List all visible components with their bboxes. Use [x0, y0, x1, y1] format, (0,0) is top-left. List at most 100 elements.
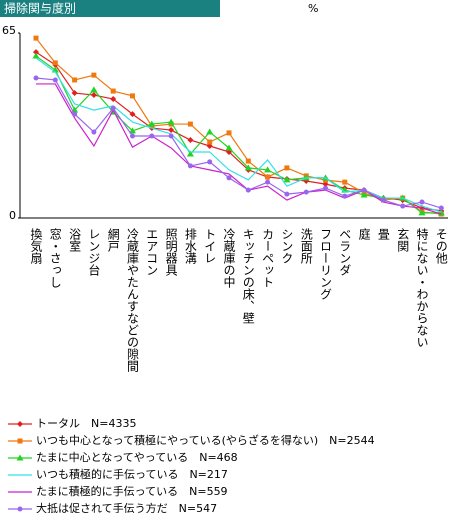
marker — [186, 150, 194, 157]
x-tick-label: 洗面所 — [299, 228, 313, 264]
marker — [342, 193, 348, 199]
marker — [52, 60, 58, 66]
marker — [360, 191, 368, 198]
series-line — [35, 37, 442, 215]
marker — [130, 93, 135, 99]
marker — [187, 137, 194, 144]
x-tick-label: ベランダ — [338, 228, 352, 276]
x-tick-label: フローリング — [319, 228, 333, 300]
x-tick-label: 冷蔵庫の中 — [222, 228, 236, 288]
chart-title: 掃除関与度別 — [4, 1, 76, 16]
marker — [380, 197, 386, 203]
marker — [148, 120, 156, 127]
x-tick-label: 網戸 — [106, 228, 120, 253]
x-tick-label: 換気扇 — [29, 228, 43, 265]
marker — [129, 127, 136, 134]
marker — [265, 179, 271, 185]
x-tick-label: 照明器具 — [164, 228, 178, 276]
marker — [206, 128, 214, 135]
x-tick-label: キッチンの床、壁 — [241, 228, 255, 324]
marker — [245, 158, 251, 164]
marker — [226, 175, 232, 181]
x-tick-label: 窓・さっし — [48, 227, 62, 288]
marker — [72, 77, 78, 83]
x-tick-label: 畳 — [376, 228, 390, 240]
marker — [284, 191, 290, 197]
marker — [225, 144, 233, 151]
x-tick-label: 排水溝 — [183, 228, 197, 265]
x-tick-label: トイレ — [203, 228, 217, 264]
marker — [168, 127, 175, 134]
marker — [90, 92, 97, 99]
marker — [33, 49, 39, 56]
marker — [400, 203, 406, 209]
unit-label: % — [308, 2, 318, 15]
marker — [226, 130, 232, 136]
marker — [438, 205, 444, 211]
x-tick-label: 冷蔵庫やたんすなどの隙間 — [126, 228, 140, 372]
marker — [52, 77, 58, 83]
marker — [284, 165, 290, 171]
marker — [90, 86, 98, 93]
marker — [167, 118, 175, 125]
series-line — [35, 51, 442, 212]
series-line — [35, 55, 442, 214]
marker — [323, 185, 328, 191]
title-bar — [0, 0, 220, 17]
marker — [17, 506, 23, 512]
legend-label: たまに積極的に手伝っている N=559 — [36, 484, 228, 498]
x-tick-label: シンク — [280, 228, 294, 264]
y-tick-label: 0 — [9, 209, 16, 222]
marker — [265, 174, 271, 180]
legend-label: いつも積極的に手伝っている N=217 — [36, 467, 228, 481]
marker — [91, 72, 97, 78]
marker — [16, 454, 24, 461]
marker — [168, 133, 174, 139]
marker — [71, 90, 78, 97]
series-line — [35, 57, 442, 213]
marker — [72, 111, 78, 117]
marker — [130, 133, 135, 139]
marker — [149, 133, 155, 139]
y-tick-label: 65 — [2, 24, 16, 37]
x-tick-label: その他 — [434, 228, 448, 264]
marker — [207, 139, 213, 145]
marker — [244, 164, 252, 171]
marker — [207, 159, 213, 165]
legend-label: たまに中心となってやっている N=468 — [36, 451, 238, 464]
marker — [361, 187, 367, 193]
x-tick-label: カーペット — [261, 228, 275, 288]
marker — [91, 129, 97, 135]
legend-label: いつも中心となって積極にやっている(やらざるを得ない) N=2544 — [36, 433, 375, 447]
legend-label: 大抵は促されて手伝う方だ N=547 — [36, 501, 217, 513]
marker — [110, 96, 117, 103]
marker — [17, 438, 23, 444]
series-line — [35, 77, 442, 209]
x-tick-label: 浴室 — [68, 228, 82, 252]
marker — [419, 199, 425, 205]
marker — [17, 421, 23, 427]
marker — [245, 187, 251, 193]
marker — [342, 179, 348, 185]
x-tick-label: 特にない・わからない — [415, 227, 429, 348]
x-tick-label: エアコン — [145, 228, 159, 276]
legend-label: トータル N=4335 — [36, 417, 136, 430]
marker — [110, 105, 116, 111]
marker — [32, 52, 40, 59]
marker — [418, 209, 426, 216]
x-tick-label: レンジ台 — [87, 228, 101, 276]
marker — [129, 111, 136, 118]
marker — [187, 121, 193, 127]
marker — [187, 163, 193, 169]
marker — [33, 35, 39, 41]
x-tick-label: 玄関 — [396, 227, 410, 252]
marker — [283, 176, 291, 183]
x-tick-label: 庭 — [357, 227, 371, 241]
marker — [33, 75, 39, 81]
series-line — [36, 83, 442, 215]
marker — [264, 166, 272, 173]
marker — [110, 88, 116, 94]
marker — [303, 189, 309, 195]
